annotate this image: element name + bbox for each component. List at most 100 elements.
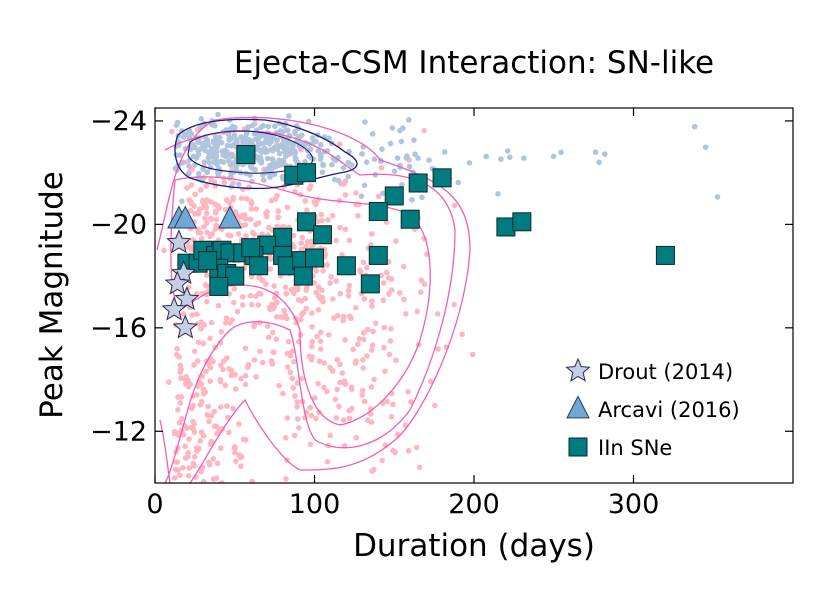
density-contours [156, 116, 471, 483]
model-point-pink [290, 385, 297, 391]
model-point-pink [175, 407, 181, 413]
model-point-pink [284, 364, 291, 370]
model-point-pink [319, 217, 325, 224]
model-point-pink [202, 215, 208, 222]
model-point-pink [345, 287, 352, 294]
model-point-pink [291, 432, 298, 439]
model-point-pink [385, 275, 392, 281]
model-point-pink [339, 370, 346, 376]
model-point-blue [483, 153, 490, 160]
model-point-pink [194, 311, 200, 318]
model-point-blue [363, 159, 370, 165]
model-point-pink [345, 293, 352, 299]
model-point-pink [337, 361, 343, 368]
data-point-square [400, 209, 420, 229]
model-point-blue [186, 129, 193, 135]
model-point-blue [329, 161, 335, 168]
model-point-pink [380, 280, 387, 286]
model-point-pink [191, 421, 197, 427]
model-point-pink [215, 302, 222, 309]
model-point-blue [426, 157, 432, 163]
model-point-pink [308, 412, 315, 419]
model-point-blue [596, 159, 602, 166]
model-point-pink [371, 376, 377, 383]
model-point-pink [185, 472, 192, 479]
model-point-pink [368, 347, 375, 353]
model-point-pink [188, 199, 194, 205]
model-point-pink [334, 312, 341, 319]
data-point-square [249, 256, 269, 276]
model-point-pink [360, 259, 367, 266]
model-point-pink [296, 425, 302, 431]
data-point-square [312, 225, 332, 245]
model-point-blue [810, 174, 816, 180]
model-point-pink [208, 319, 215, 326]
model-point-pink [416, 464, 423, 471]
model-point-blue [291, 148, 298, 154]
x-axis-label: Duration (days) [353, 528, 595, 564]
data-point-square [368, 201, 388, 221]
model-point-pink [235, 231, 242, 237]
model-point-pink [174, 345, 180, 352]
model-point-pink [203, 210, 210, 216]
model-point-blue [264, 155, 271, 162]
model-point-pink [198, 468, 205, 475]
model-point-pink [309, 310, 315, 316]
model-point-blue [180, 159, 187, 166]
model-point-pink [324, 262, 330, 268]
model-point-blue [498, 156, 504, 162]
model-point-pink [370, 328, 376, 335]
model-point-pink [393, 238, 399, 244]
model-point-blue [504, 148, 511, 154]
model-point-pink [242, 345, 249, 352]
model-point-blue [195, 174, 202, 181]
model-point-pink [191, 462, 197, 469]
model-point-pink [208, 413, 215, 419]
model-sample-points [161, 111, 816, 483]
model-point-pink [203, 368, 209, 375]
model-point-pink [303, 243, 309, 250]
model-point-pink [232, 386, 239, 392]
model-point-pink [274, 223, 280, 230]
model-point-pink [255, 302, 262, 308]
model-point-pink [306, 353, 312, 360]
model-point-pink [321, 384, 327, 391]
model-point-pink [238, 463, 244, 470]
model-point-blue [236, 181, 242, 187]
model-point-pink [239, 302, 246, 308]
model-point-pink [368, 298, 375, 305]
model-point-pink [384, 269, 390, 276]
model-point-blue [200, 166, 206, 172]
model-point-pink [213, 475, 220, 481]
model-point-blue [227, 162, 234, 168]
model-point-blue [380, 190, 386, 197]
model-point-pink [243, 196, 250, 202]
data-point-square [432, 168, 452, 188]
model-point-blue [394, 155, 401, 161]
model-point-pink [372, 320, 379, 327]
model-point-blue [279, 174, 286, 180]
model-point-pink [369, 468, 375, 474]
model-point-pink [340, 417, 347, 423]
data-point-square [297, 212, 317, 232]
model-point-pink [291, 290, 297, 297]
model-point-pink [403, 311, 409, 317]
model-point-blue [411, 137, 417, 143]
contour-pink-outer [156, 116, 471, 483]
model-point-pink [255, 220, 262, 226]
model-point-pink [233, 458, 239, 465]
model-point-blue [280, 157, 287, 164]
model-point-pink [392, 449, 399, 456]
model-point-blue [195, 148, 202, 154]
model-point-blue [266, 171, 273, 177]
model-point-pink [284, 350, 291, 357]
model-point-pink [232, 449, 238, 456]
model-point-pink [302, 198, 309, 204]
model-point-pink [368, 384, 375, 390]
model-point-pink [290, 232, 297, 239]
model-point-pink [217, 362, 224, 369]
model-point-pink [273, 314, 280, 320]
model-point-pink [184, 377, 191, 383]
model-point-blue [209, 148, 216, 155]
model-point-pink [204, 229, 210, 236]
